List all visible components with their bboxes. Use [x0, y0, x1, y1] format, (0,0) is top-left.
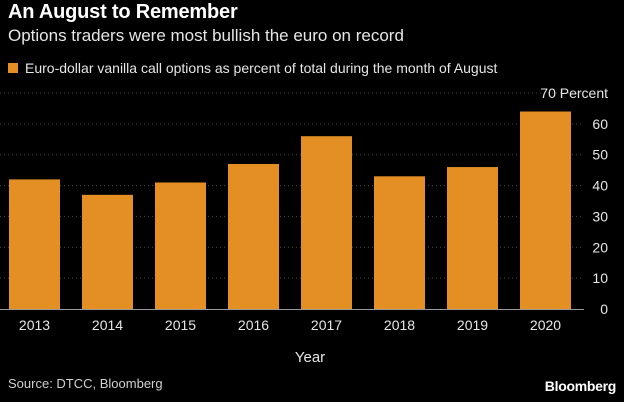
y-tick-label: 40 [592, 178, 608, 194]
legend-swatch [8, 63, 18, 73]
bar-2013 [9, 179, 60, 309]
bar-2017 [301, 136, 352, 309]
y-tick-label: 0 [600, 301, 608, 317]
x-tick-label: 2018 [384, 317, 415, 333]
y-tick-label: 60 [592, 116, 608, 132]
source-note: Source: DTCC, Bloomberg [8, 376, 163, 391]
y-tick-label: 30 [592, 208, 608, 224]
x-tick-label: 2015 [165, 317, 196, 333]
y-tick-label: 50 [592, 147, 608, 163]
bar-2016 [228, 163, 279, 309]
bar-2015 [155, 182, 206, 309]
x-axis-title: Year [295, 349, 325, 366]
bar-2020 [520, 111, 571, 309]
y-tick-label: 20 [592, 239, 608, 255]
bar-2019 [447, 167, 498, 309]
y-tick-label: 70 Percent [540, 85, 608, 101]
legend: Euro-dollar vanilla call options as perc… [8, 60, 497, 76]
y-tick-label: 10 [592, 270, 608, 286]
legend-label: Euro-dollar vanilla call options as perc… [25, 60, 498, 76]
bar-2018 [374, 176, 425, 309]
x-tick-label: 2020 [530, 317, 561, 333]
x-tick-label: 2013 [19, 317, 50, 333]
chart-title: An August to Remember [8, 1, 238, 23]
bar-2014 [82, 194, 133, 309]
chart-subtitle: Options traders were most bullish the eu… [8, 26, 404, 45]
x-tick-label: 2014 [92, 317, 123, 333]
x-tick-label: 2019 [457, 317, 488, 333]
x-tick-label: 2016 [238, 317, 269, 333]
x-tick-label: 2017 [311, 317, 342, 333]
bloomberg-logo: Bloomberg [544, 378, 617, 394]
